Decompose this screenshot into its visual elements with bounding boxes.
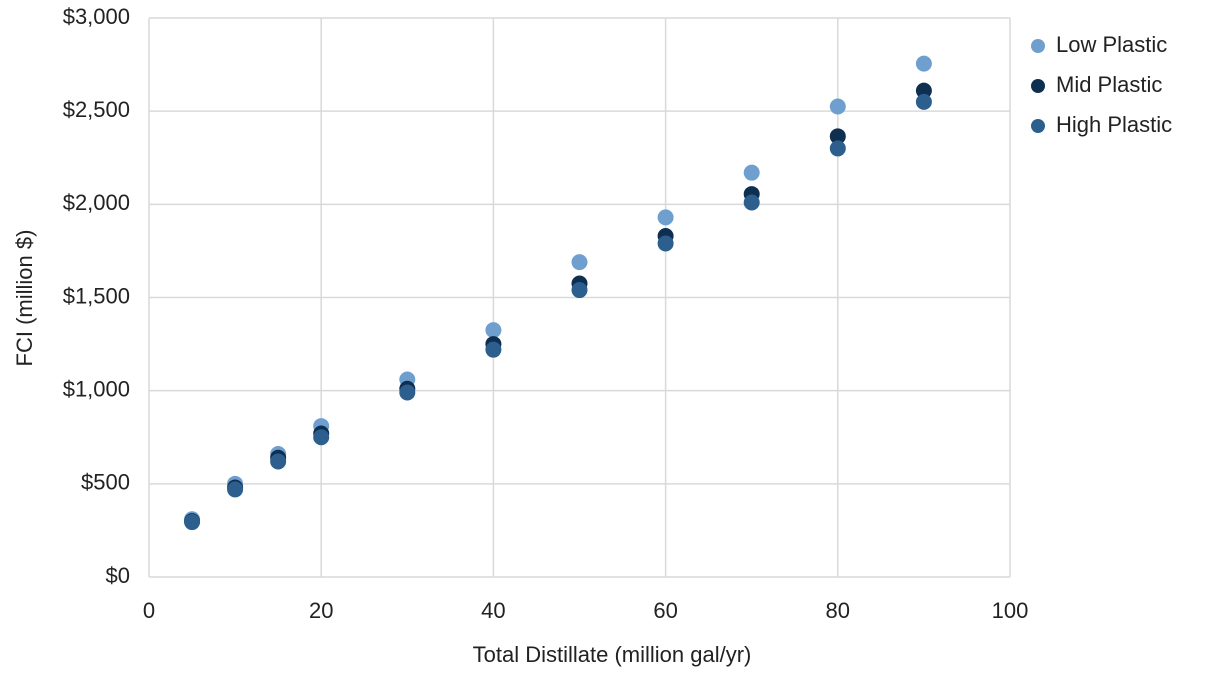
data-point [313,429,330,446]
data-point [657,235,674,252]
data-point [270,453,287,470]
axes: $0 $500 $1,000 $1,500 $2,000 $2,500 $3,000 0 20 4… [63,4,1029,623]
y-tick-label: $3,000 [63,4,130,29]
x-axis-label: Total Distillate (million gal/yr) [473,642,752,667]
points [184,55,932,531]
y-axis-label: FCI (million $) [12,230,37,367]
data-point [571,254,588,271]
legend-label: High Plastic [1056,112,1172,137]
data-point [829,140,846,157]
legend-marker [1031,39,1045,53]
legend-marker [1031,119,1045,133]
data-point [743,194,760,211]
data-point [184,514,201,531]
data-point [829,128,846,145]
data-point [485,322,502,339]
data-point [227,481,244,498]
x-tick-label: 80 [826,598,850,623]
legend: Low Plastic Mid Plastic High Plastic [1031,32,1172,137]
x-tick-label: 100 [992,598,1029,623]
x-tick-label: 40 [481,598,505,623]
y-tick-label: $1,500 [63,283,130,308]
x-tick-label: 20 [309,598,333,623]
data-point [915,93,932,110]
data-point [915,55,932,72]
y-tick-label: $2,000 [63,190,130,215]
legend-marker [1031,79,1045,93]
x-tick-label: 0 [143,598,155,623]
data-point [743,164,760,181]
data-point [915,82,932,99]
x-tick-label: 60 [653,598,677,623]
data-point [657,209,674,226]
data-point [485,341,502,358]
y-tick-label: $2,500 [63,97,130,122]
y-tick-label: $0 [106,563,130,588]
y-tick-label: $500 [81,470,130,495]
y-tick-label: $1,000 [63,376,130,401]
data-point [829,98,846,115]
legend-label: Low Plastic [1056,32,1167,57]
data-point [571,282,588,299]
data-point [399,384,416,401]
legend-label: Mid Plastic [1056,72,1162,97]
